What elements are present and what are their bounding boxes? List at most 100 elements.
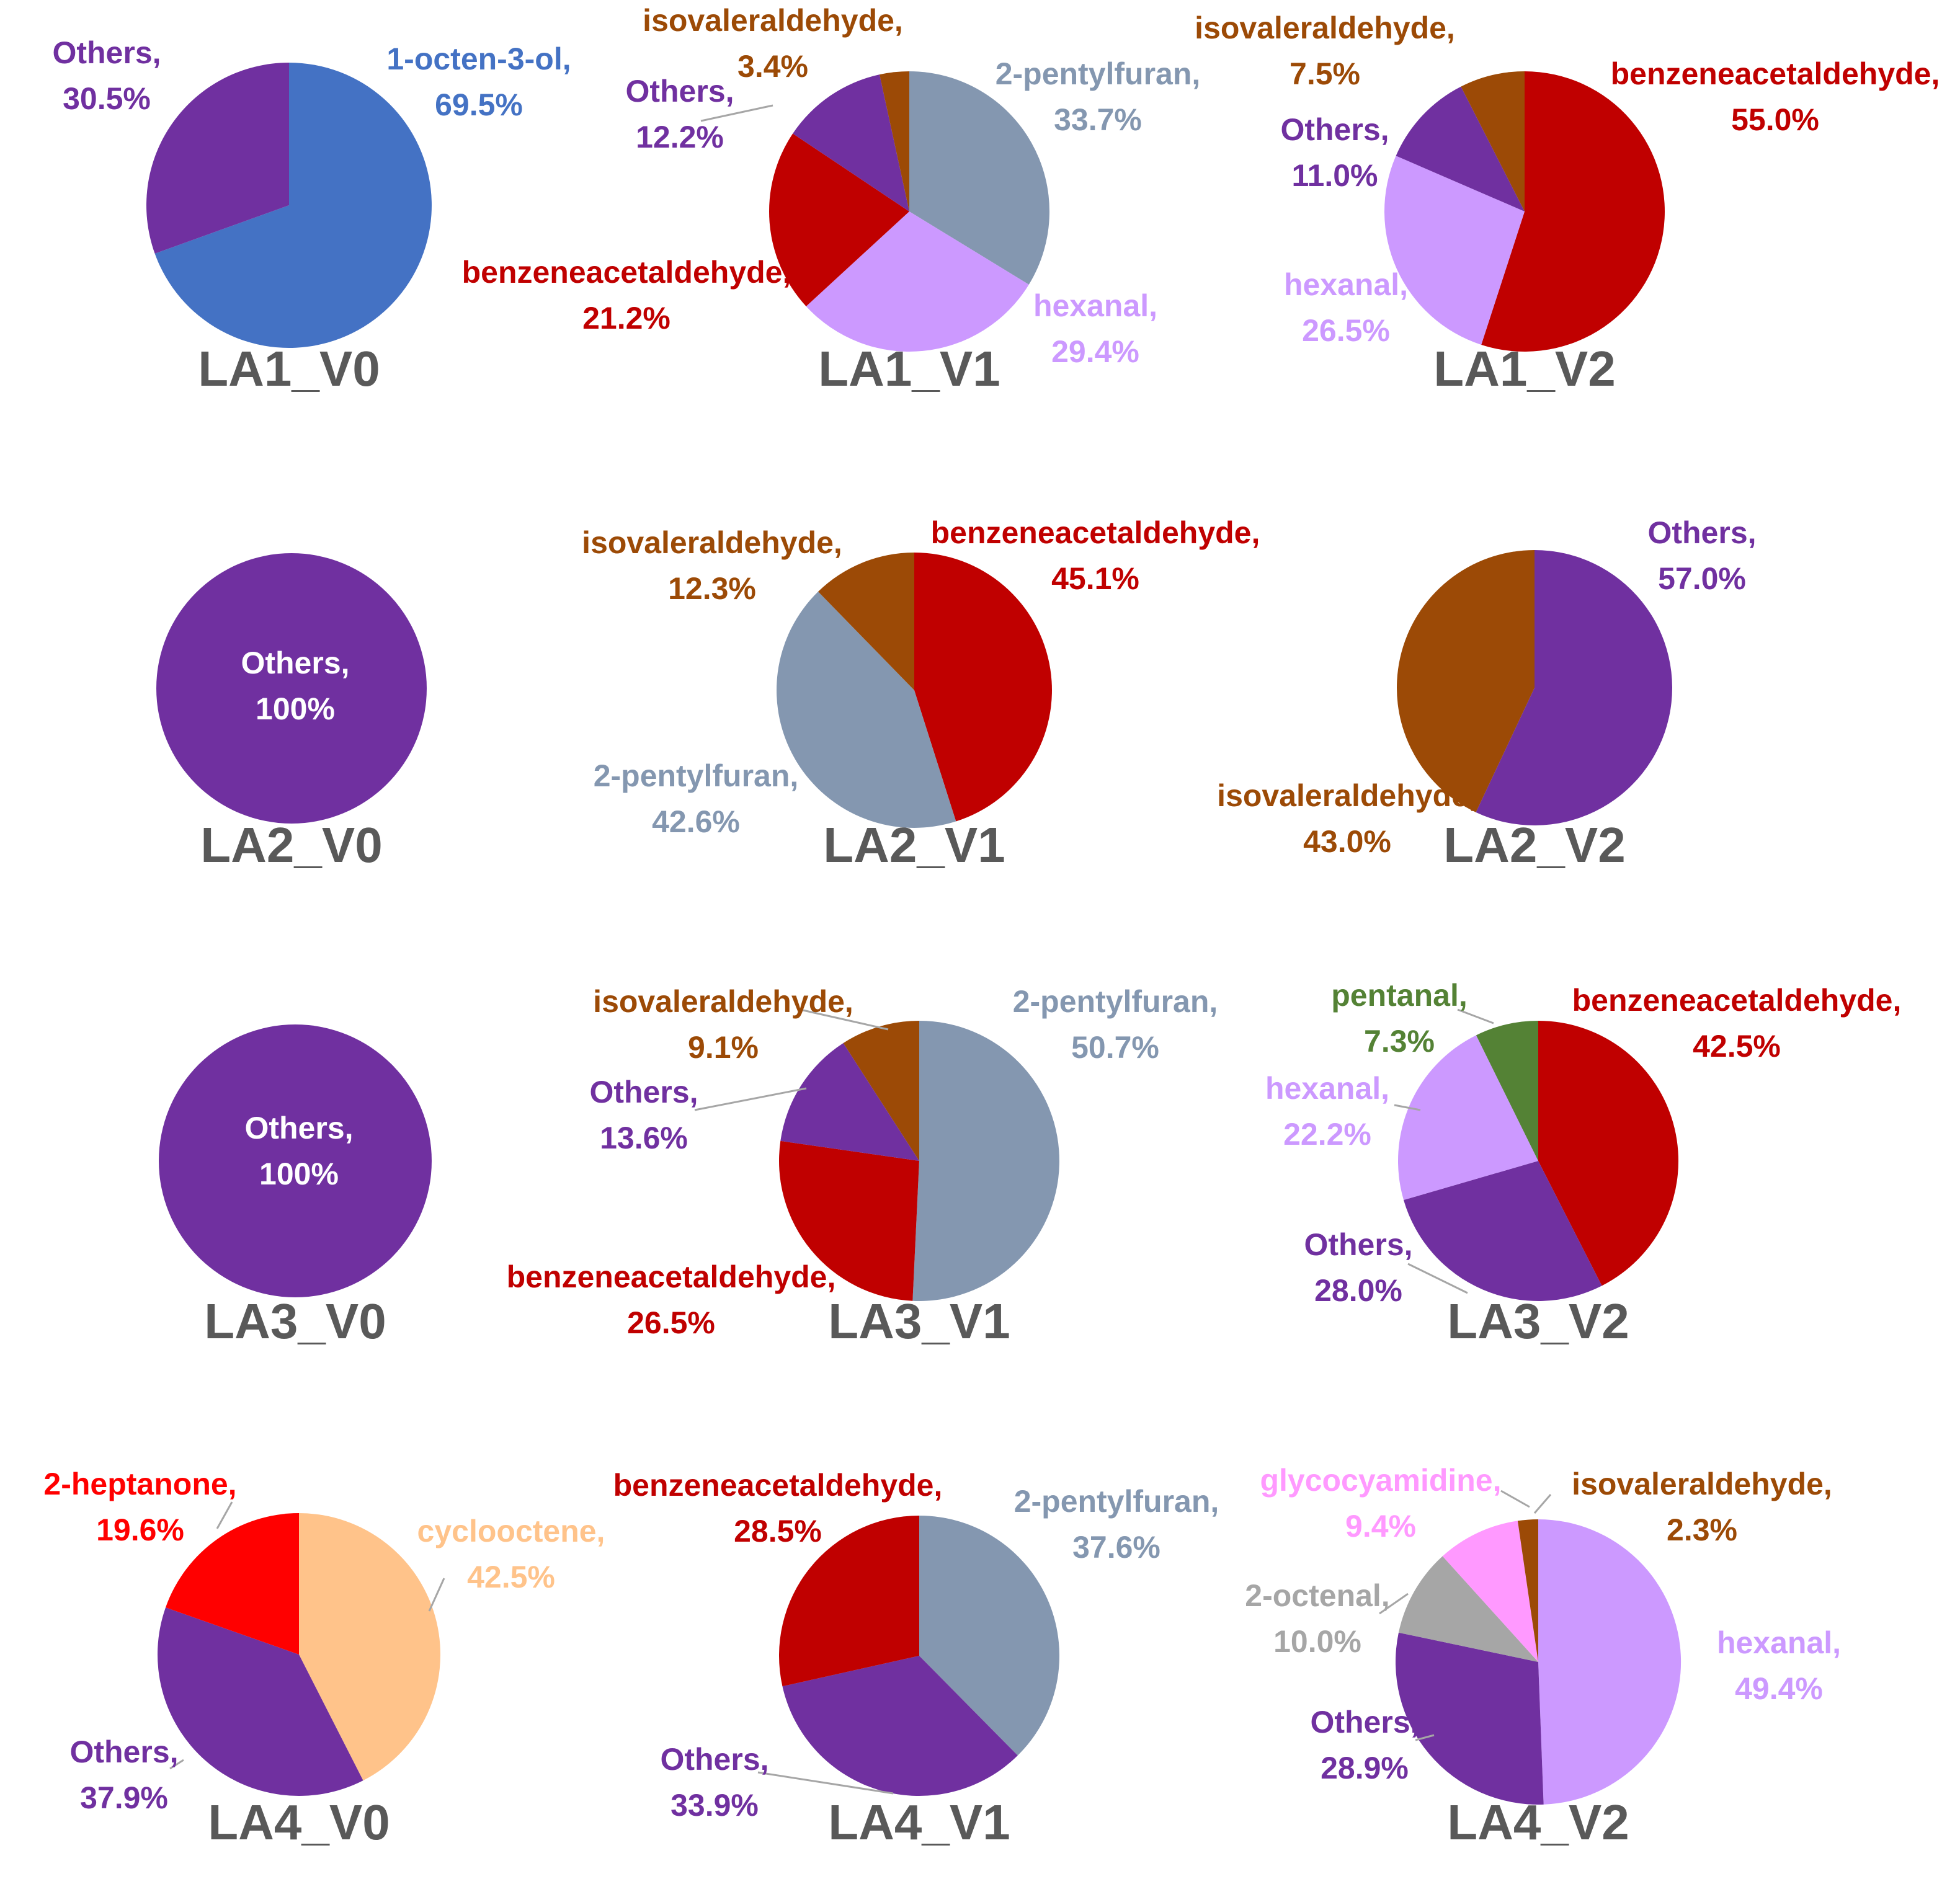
pie-slice-hexanal [806, 211, 1029, 352]
pie-slice-others [159, 1024, 432, 1297]
pie-slice-2-heptanone [166, 1513, 299, 1655]
data-label-hexanal: hexanal, 22.2% [1265, 1071, 1389, 1152]
leader-line [216, 1501, 233, 1529]
data-label-isovaleraldehyde: isovaleraldehyde, 7.5% [1195, 11, 1455, 91]
pie-slice-isovaleraldehyde [818, 553, 914, 690]
chart-title: LA3_V0 [204, 1294, 386, 1349]
pie-slice-benzeneacetaldehyde [1481, 71, 1665, 352]
chart-title: LA1_V1 [818, 341, 1000, 396]
data-label-hexanal: hexanal, 26.5% [1284, 267, 1408, 348]
pie-slice-2-pentylfuran [912, 1021, 1059, 1302]
data-label-others: Others, 33.9% [660, 1742, 768, 1823]
pie-slice-2-pentylfuran [909, 71, 1050, 285]
leader-line [1415, 1734, 1435, 1741]
data-label-hexanal: hexanal, 49.4% [1717, 1625, 1841, 1706]
leader-line [700, 104, 773, 122]
pie-slice-benzeneacetaldehyde [778, 1140, 919, 1301]
pie-la2-v0: Others, 100% LA2_V0 [156, 553, 427, 873]
data-label-others: Others, 57.0% [1647, 515, 1756, 596]
data-label-others: Others, 11.0% [1280, 112, 1389, 193]
data-label-benzeneacetaldehyde: benzeneacetaldehyde, 55.0% [1611, 56, 1940, 137]
chart-title: LA2_V2 [1443, 817, 1625, 873]
data-label-isovaleraldehyde: isovaleraldehyde, 9.1% [593, 984, 853, 1065]
pie-slice-others [1396, 1632, 1544, 1805]
leader-line [169, 1759, 184, 1770]
data-label-2-heptanone: 2-heptanone, 19.6% [43, 1467, 236, 1547]
pie-la4-v0: cyclooctene, 42.5% Others, 37.9% 2-heptanone… [43, 1467, 605, 1850]
pie-slice-2-pentylfuran [777, 592, 956, 828]
chart-title: LA4_V1 [828, 1795, 1010, 1850]
pie-slice-others [780, 1043, 919, 1161]
data-label-isovaleraldehyde: isovaleraldehyde, 12.3% [582, 525, 842, 606]
pie-la3-v0: Others, 100% LA3_V0 [159, 1024, 432, 1349]
data-label-benzeneacetaldehyde: benzeneacetaldehyde, 21.2% [462, 255, 791, 335]
pie-slice-benzeneacetaldehyde [769, 133, 909, 307]
pie-slice-others [1403, 1161, 1602, 1302]
chart-title: LA2_V0 [200, 817, 382, 873]
data-label-others: Others, 30.5% [52, 35, 161, 116]
leader-line [757, 1771, 894, 1795]
leader-line [1500, 1490, 1530, 1508]
pie-la1-v0: 1-octen-3-ol, 69.5% Others, 30.5% LA1_V0 [52, 35, 571, 396]
data-label-2-pentylfuran: 2-pentylfuran, 50.7% [1013, 984, 1218, 1065]
pie-slice-isovaleraldehyde [843, 1021, 919, 1161]
leader-line [1457, 1008, 1494, 1024]
leader-line [694, 1087, 807, 1111]
pie-la3-v1: 2-pentylfuran, 50.7% benzeneacetaldehyde, 2… [507, 984, 1218, 1349]
leader-line [1379, 1593, 1409, 1615]
chart-title: LA1_V2 [1433, 341, 1615, 396]
pie-slice-glycocyamidine [1442, 1521, 1538, 1662]
pie-slice-1-octen-3-ol [154, 63, 432, 348]
data-label-cyclooctene: cyclooctene, 42.5% [417, 1514, 605, 1594]
data-label-pentanal: pentanal, 7.3% [1331, 978, 1467, 1059]
data-label-benzeneacetaldehyde: benzeneacetaldehyde, 28.5% [613, 1468, 943, 1548]
pie-slice-2-pentylfuran [919, 1516, 1060, 1756]
data-label-benzeneacetaldehyde: benzeneacetaldehyde, 26.5% [507, 1259, 836, 1340]
pie-slice-isovaleraldehyde [1461, 71, 1525, 211]
chart-title: LA2_V1 [823, 817, 1005, 873]
pie-slice-others [782, 1656, 1018, 1797]
pie-slice-isovaleraldehyde [880, 71, 909, 211]
leader-line [428, 1578, 445, 1612]
data-label-2-octenal: 2-octenal, 10.0% [1245, 1578, 1389, 1659]
pie-slice-2-octenal [1398, 1556, 1538, 1662]
pie-la4-v1: 2-pentylfuran, 37.6% Others, 33.9% benzeneac… [613, 1468, 1219, 1850]
data-label-others: Others, 28.0% [1304, 1227, 1412, 1308]
data-label-hexanal: hexanal, 29.4% [1033, 288, 1157, 369]
pie-slice-benzeneacetaldehyde [1538, 1021, 1679, 1286]
pie-slice-benzeneacetaldehyde [914, 553, 1052, 822]
pie-slice-isovaleraldehyde [1517, 1519, 1538, 1662]
chart-title: LA3_V2 [1447, 1294, 1629, 1349]
leader-line [1394, 1104, 1421, 1111]
chart-title: LA4_V0 [208, 1795, 390, 1850]
chart-title: LA1_V0 [198, 341, 380, 396]
data-label-isovaleraldehyde: isovaleraldehyde, 43.0% [1217, 778, 1477, 859]
pie-slice-others [1476, 550, 1673, 825]
data-label-isovaleraldehyde: isovaleraldehyde, 2.3% [1572, 1467, 1832, 1547]
pie-slice-pentanal [1476, 1021, 1538, 1161]
pie-la2-v1: benzeneacetaldehyde, 45.1% 2-pentylfuran, 4… [582, 515, 1260, 873]
pie-slice-hexanal [1538, 1519, 1682, 1805]
pie-slice-others [158, 1607, 363, 1796]
pie-slice-others [146, 63, 289, 254]
data-label-benzeneacetaldehyde: benzeneacetaldehyde, 42.5% [1572, 983, 1902, 1064]
leader-line [800, 1008, 889, 1031]
pie-slice-benzeneacetaldehyde [778, 1516, 919, 1687]
pie-slice-isovaleraldehyde [1397, 550, 1535, 812]
data-label-others: Others, 37.9% [69, 1735, 178, 1815]
pie-slice-others [1396, 86, 1525, 211]
chart-title: LA3_V1 [828, 1294, 1010, 1349]
pie-la1-v1: 2-pentylfuran, 33.7% hexanal, 29.4% benzenea… [462, 3, 1201, 396]
chart-title: LA4_V2 [1447, 1795, 1629, 1850]
data-label-isovaleraldehyde: isovaleraldehyde, 3.4% [643, 3, 903, 84]
data-label-2-pentylfuran: 2-pentylfuran, 33.7% [996, 56, 1201, 137]
data-label-others: Others, 12.2% [625, 74, 734, 154]
data-label-1-octen-3-ol: 1-octen-3-ol, 69.5% [386, 42, 571, 122]
data-label-others: Others, 28.9% [1310, 1705, 1419, 1785]
pie-slice-others [793, 74, 909, 212]
data-label-others: Others, 100% [241, 646, 349, 726]
pie-la2-v2: Others, 57.0% isovaleraldehyde, 43.0% LA2_V2 [1217, 515, 1756, 873]
data-label-2-pentylfuran: 2-pentylfuran, 42.6% [594, 758, 799, 839]
pie-slice-hexanal [1397, 1035, 1538, 1201]
